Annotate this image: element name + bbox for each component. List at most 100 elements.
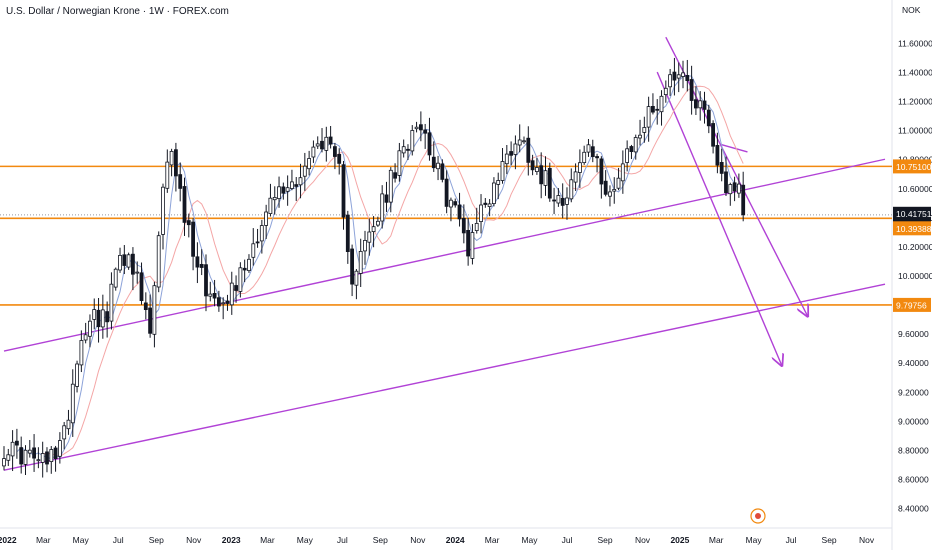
candle — [281, 182, 286, 200]
candle — [702, 91, 707, 124]
candle-body — [367, 231, 372, 243]
candle-body — [616, 177, 621, 189]
candle — [66, 409, 71, 435]
candle-body — [530, 160, 535, 171]
candle — [689, 65, 694, 115]
candle — [414, 121, 419, 133]
candle — [560, 183, 565, 219]
candle-body — [62, 425, 67, 440]
candle — [324, 126, 329, 162]
candle — [221, 297, 226, 320]
chart-title: U.S. Dollar / Norwegian Krone · 1W · FOR… — [6, 6, 229, 17]
candle-body — [676, 74, 681, 79]
candle — [427, 117, 432, 161]
y-tick-label: 9.00000 — [898, 416, 929, 426]
trend-line — [721, 144, 748, 153]
candle — [423, 123, 428, 149]
candle — [608, 185, 612, 207]
candle — [573, 163, 578, 191]
candle — [178, 162, 183, 202]
candle — [92, 298, 97, 330]
candle-body — [427, 132, 432, 156]
candle — [629, 144, 634, 160]
candle-body — [706, 109, 711, 127]
candle-body — [668, 74, 672, 88]
candle — [341, 160, 346, 230]
y-tick-label: 10.00000 — [898, 271, 932, 281]
candle — [328, 126, 333, 149]
currency-label: NOK — [902, 5, 921, 15]
x-tick-label: Jul — [562, 535, 573, 545]
candle-body — [88, 320, 92, 337]
x-tick-label: 2025 — [670, 535, 689, 545]
candle-body — [543, 170, 548, 186]
candle-body — [45, 451, 49, 465]
candle-body — [406, 148, 410, 151]
candle — [58, 432, 62, 464]
level-badge-text: 10.75100 — [896, 162, 932, 172]
candle — [719, 148, 724, 182]
candle — [350, 244, 355, 297]
candle — [83, 322, 88, 344]
candle-body — [285, 187, 290, 192]
level-badge-bg — [893, 159, 931, 174]
candle-body — [663, 87, 668, 96]
candle — [53, 445, 58, 472]
candle — [410, 125, 415, 156]
candle — [182, 177, 187, 236]
x-tick-label: Jul — [113, 535, 124, 545]
level-badge-bg — [893, 297, 931, 312]
candle — [23, 445, 28, 476]
candle-body — [294, 184, 299, 187]
y-tick-label: 10.20000 — [898, 242, 932, 252]
candle-body — [483, 202, 488, 205]
candle — [199, 249, 204, 276]
candle-body — [225, 300, 230, 304]
candle — [225, 294, 230, 311]
candle — [681, 60, 685, 89]
candle-body — [118, 254, 122, 271]
candle — [289, 169, 294, 191]
candle-body — [315, 143, 320, 147]
candle — [156, 231, 161, 293]
y-tick-label: 10.60000 — [898, 184, 932, 194]
candle — [62, 421, 67, 450]
candle-body — [633, 137, 638, 153]
candle-body — [358, 250, 363, 274]
candle — [513, 135, 518, 170]
candle — [474, 207, 479, 234]
candle — [711, 120, 715, 154]
candle-body — [204, 264, 208, 297]
candle-body — [126, 254, 131, 268]
candle — [698, 91, 703, 121]
candle — [642, 116, 647, 143]
candle-body — [70, 383, 75, 424]
candle-body — [208, 293, 213, 297]
candle — [651, 93, 655, 115]
candle-body — [332, 146, 337, 157]
candle-body — [148, 307, 153, 334]
candle-body — [255, 241, 260, 244]
candle — [307, 150, 312, 176]
candle-body — [642, 127, 647, 133]
candle — [633, 134, 638, 160]
candle-body — [578, 162, 582, 173]
candle — [741, 171, 746, 222]
candle-body — [517, 139, 522, 146]
candle-body — [234, 285, 239, 291]
candle — [315, 136, 320, 149]
candle-body — [229, 282, 234, 306]
candle-body — [737, 183, 741, 194]
candle-body — [599, 158, 604, 185]
candle — [569, 168, 574, 203]
candle-body — [565, 197, 569, 205]
candle — [229, 271, 234, 315]
y-tick-label: 8.60000 — [898, 474, 929, 484]
x-tick-label: Sep — [149, 535, 164, 545]
candle-body — [242, 267, 247, 271]
candle — [302, 152, 307, 191]
candle-body — [401, 146, 406, 154]
candle-body — [143, 302, 148, 310]
